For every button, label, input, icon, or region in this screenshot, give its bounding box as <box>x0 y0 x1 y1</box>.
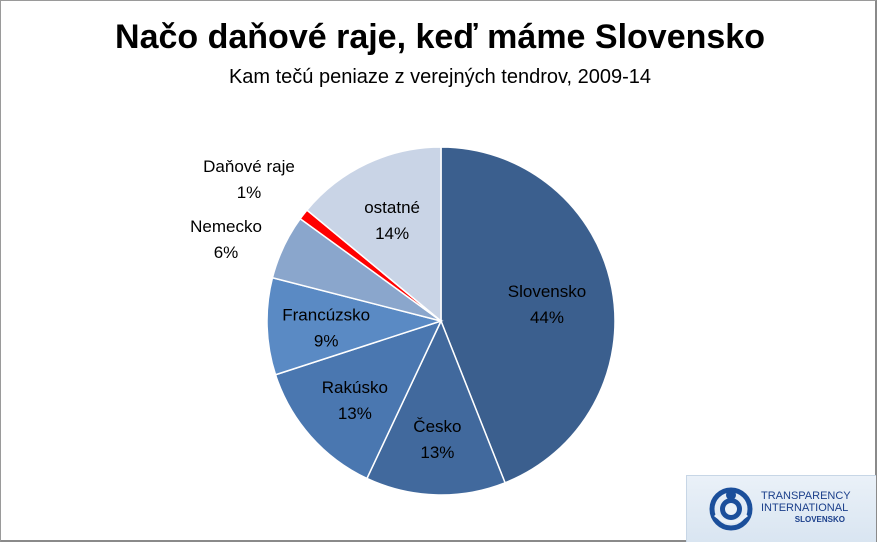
slice-label-0: Slovensko <box>508 282 586 301</box>
slice-value-label-0: 44% <box>530 308 564 327</box>
chart-subtitle: Kam tečú peniaze z verejných tendrov, 20… <box>228 66 652 88</box>
slice-value-label-5: 1% <box>237 183 262 202</box>
slice-value-label-4: 6% <box>214 243 239 262</box>
slice-value-label-1: 13% <box>420 443 454 462</box>
slice-value-label-3: 9% <box>314 332 339 351</box>
transparency-international-logo: TRANSPARENCY INTERNATIONAL SLOVENSKO <box>686 475 876 542</box>
chart-title: Načo daňové raje, keď máme Slovensko <box>115 18 765 56</box>
pie-slice-francúzsko <box>266 276 444 376</box>
ti-logo-icon <box>709 487 753 531</box>
pie-slices <box>266 146 616 496</box>
slice-label-2: Rakúsko <box>322 378 388 397</box>
ti-logo-text: TRANSPARENCY INTERNATIONAL SLOVENSKO <box>761 490 851 526</box>
slice-label-3: Francúzsko <box>282 306 370 325</box>
slice-value-label-6: 14% <box>375 224 409 243</box>
pie-slice-česko <box>365 319 507 496</box>
pie-labels: Slovensko 44% Česko 13% Rakúsko 13% Francúzsko… <box>190 157 586 462</box>
slice-label-1: Česko <box>413 417 461 436</box>
pie-slice-rakúsko <box>274 319 443 480</box>
slice-label-6: ostatné <box>364 198 420 217</box>
pie-slice-slovensko <box>440 146 616 484</box>
slice-label-4: Nemecko <box>190 217 262 236</box>
logo-line-1: TRANSPARENCY <box>761 490 851 502</box>
logo-line-2: INTERNATIONAL <box>761 502 849 514</box>
slice-value-label-2: 13% <box>338 404 372 423</box>
slice-label-5: Daňové raje <box>203 157 295 176</box>
logo-line-3: SLOVENSKO <box>794 515 845 524</box>
pie-slice-ostatné <box>305 146 442 323</box>
